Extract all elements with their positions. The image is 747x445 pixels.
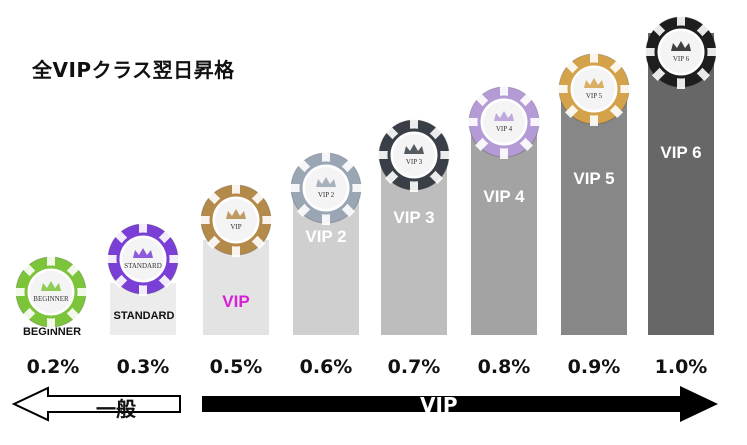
svg-text:VIP: VIP [230, 223, 241, 231]
page-title: 全VIPクラス翌日昇格 [32, 58, 235, 82]
tier-chip-icon: VIP 3 [377, 118, 451, 192]
tier-label: BEGINNER [22, 326, 82, 338]
tier-label: VIP 5 [573, 169, 615, 188]
tier-chip-icon: BEGINNER [14, 255, 88, 329]
tier-rate: 0.5% [209, 356, 263, 378]
tier-chip-icon: VIP 6 [644, 15, 718, 89]
tier-rate: 0.9% [567, 356, 621, 378]
tier-rate: 1.0% [654, 356, 708, 378]
tier-arrows [11, 386, 718, 422]
tier-rate: 0.8% [477, 356, 531, 378]
tier-rate: 0.3% [116, 356, 170, 378]
svg-text:VIP 2: VIP 2 [318, 191, 335, 199]
svg-text:BEGINNER: BEGINNER [33, 295, 69, 303]
tier-chip-icon: VIP 4 [467, 85, 541, 159]
tier-chip-icon: VIP [199, 183, 273, 257]
svg-text:VIP 6: VIP 6 [673, 55, 690, 63]
tier-label: VIP 6 [660, 143, 702, 162]
svg-text:VIP 4: VIP 4 [496, 125, 513, 133]
tier-label: VIP 3 [393, 208, 435, 227]
tier-rate: 0.7% [387, 356, 441, 378]
tier-rate: 0.6% [299, 356, 353, 378]
vip-arrow-label: VIP [420, 393, 458, 417]
tier-chip-icon: VIP 5 [557, 52, 631, 126]
tier-chip-icon: VIP 2 [289, 151, 363, 225]
tier-label: VIP 2 [305, 227, 347, 246]
svg-text:VIP 5: VIP 5 [586, 92, 603, 100]
general-arrow [11, 386, 181, 422]
tier-rate: 0.2% [26, 356, 80, 378]
vip-arrow [202, 386, 718, 422]
tier-chip-icon: STANDARD [106, 222, 180, 296]
svg-text:VIP 3: VIP 3 [406, 158, 423, 166]
tier-label: VIP [222, 292, 250, 311]
tier-label: VIP 4 [483, 187, 525, 206]
svg-text:STANDARD: STANDARD [124, 262, 162, 270]
general-label: 一般 [96, 397, 136, 421]
tier-label: STANDARD [113, 310, 175, 322]
